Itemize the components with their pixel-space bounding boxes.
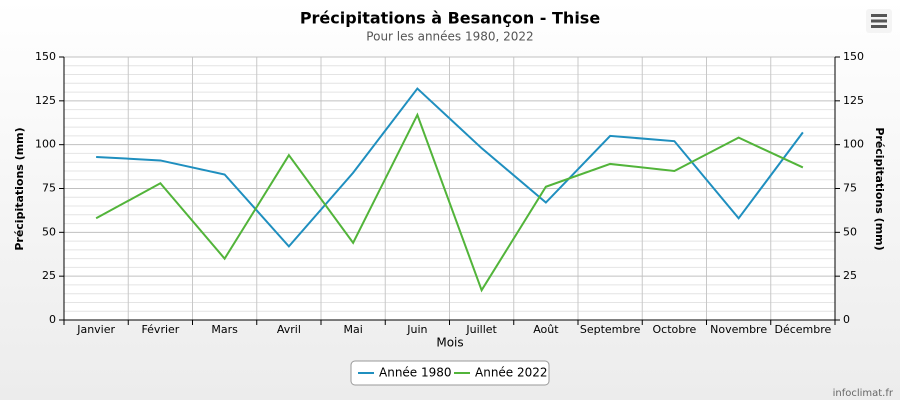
y-tick-label: 0: [49, 313, 56, 326]
series-line: [95, 112, 804, 293]
y-tick-label: 75: [42, 182, 56, 195]
x-tick-label: Mai: [343, 323, 362, 336]
y2-tick-label: 25: [843, 269, 857, 282]
series-line: [96, 87, 804, 248]
x-tick-label: Juillet: [465, 323, 497, 336]
x-axis-title: Mois: [436, 336, 463, 350]
x-tick-label: Août: [533, 323, 559, 336]
x-tick-label: Septembre: [580, 323, 641, 336]
credit: infoclimat.fr: [833, 388, 894, 399]
x-tick-label: Novembre: [710, 323, 767, 336]
chart-subtitle: Pour les années 1980, 2022: [366, 30, 533, 44]
y2-tick-label: 50: [843, 225, 857, 238]
x-tick-label: Juin: [406, 323, 427, 336]
menu-bar: [871, 25, 887, 28]
x-tick-label: Avril: [277, 323, 301, 336]
y-axis-title: Précipitations (mm): [13, 127, 26, 250]
legend-label[interactable]: Année 2022: [475, 366, 548, 380]
x-tick-label: Février: [141, 323, 179, 336]
x-tick-label: Décembre: [774, 323, 831, 336]
menu-button[interactable]: [866, 9, 892, 33]
y-tick-label: 25: [42, 269, 56, 282]
y-tick-label: 50: [42, 225, 56, 238]
x-tick-label: Octobre: [652, 323, 696, 336]
menu-bar: [871, 14, 887, 17]
y2-tick-label: 75: [843, 182, 857, 195]
y2-tick-label: 100: [843, 138, 864, 151]
menu-bar: [871, 19, 887, 23]
y-tick-label: 125: [35, 94, 56, 107]
y-tick-label: 150: [35, 50, 56, 63]
y2-tick-label: 150: [843, 50, 864, 63]
x-tick-label: Mars: [211, 323, 238, 336]
y2-axis-title: Précipitations (mm): [873, 127, 886, 250]
y2-tick-label: 0: [843, 313, 850, 326]
legend-label[interactable]: Année 1980: [379, 366, 452, 380]
chart-title: Précipitations à Besançon - Thise: [300, 9, 601, 28]
y-tick-label: 100: [35, 138, 56, 151]
y2-tick-label: 125: [843, 94, 864, 107]
legend-box: [350, 360, 550, 386]
x-tick-label: Janvier: [76, 323, 115, 336]
